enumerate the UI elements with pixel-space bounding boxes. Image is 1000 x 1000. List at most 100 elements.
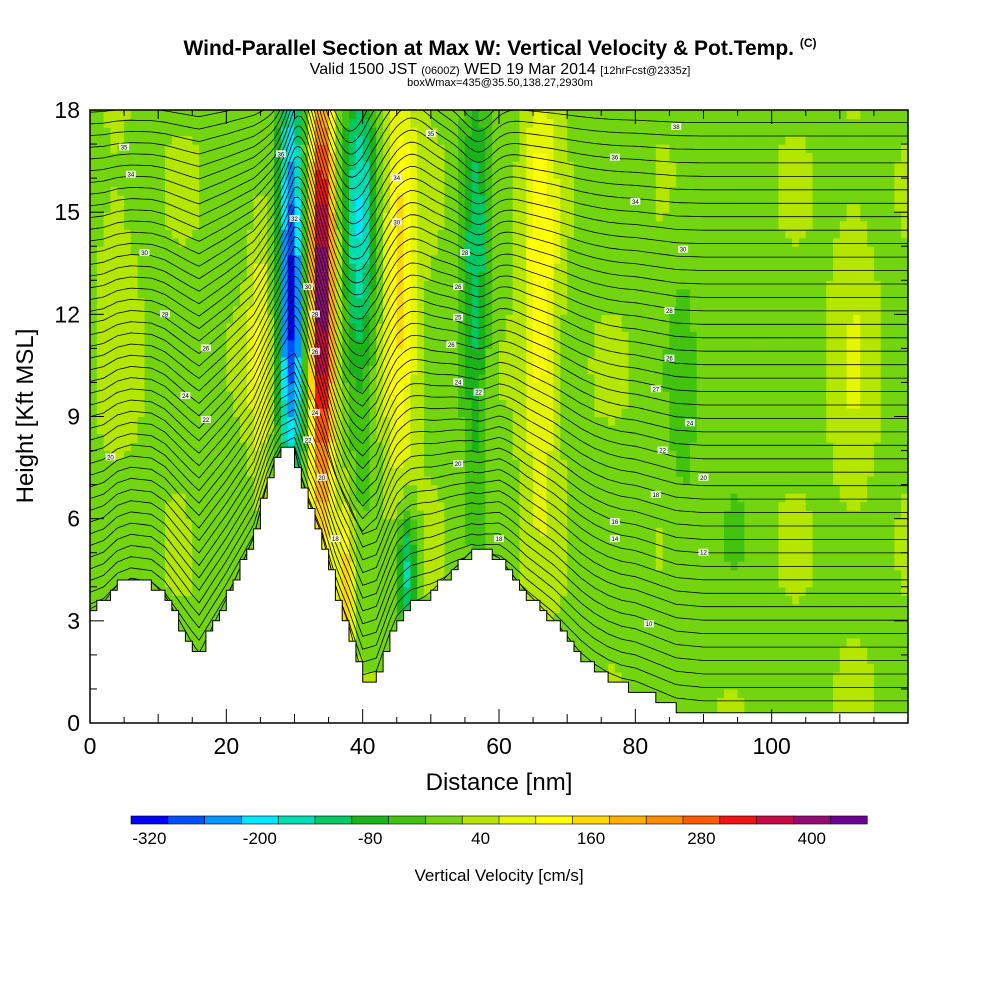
- vv-cell: [396, 450, 405, 460]
- vv-cell: [171, 288, 180, 298]
- vv-cell: [246, 356, 255, 367]
- vv-cell: [164, 433, 173, 443]
- vv-cell: [342, 220, 350, 230]
- vv-cell: [226, 169, 234, 179]
- vv-cell: [199, 442, 207, 452]
- vv-cell: [362, 637, 371, 647]
- vv-cell: [110, 178, 118, 188]
- vv-cell: [253, 271, 262, 281]
- vv-cell: [471, 331, 480, 341]
- vv-cell: [110, 399, 118, 409]
- vv-cell: [430, 561, 439, 571]
- vv-cell: [267, 144, 275, 154]
- vv-cell: [499, 501, 507, 511]
- vv-cell: [499, 382, 507, 392]
- vv-cell: [553, 331, 561, 341]
- vv-cell: [124, 135, 132, 145]
- vv-cell: [137, 314, 146, 324]
- vv-cell: [308, 356, 316, 367]
- vv-cell: [96, 161, 105, 171]
- vv-cell: [328, 373, 336, 384]
- vv-cell: [301, 356, 309, 367]
- vv-cell: [512, 493, 521, 503]
- vv-cell: [124, 110, 132, 120]
- vv-cell: [355, 220, 364, 230]
- vv-cell: [430, 382, 439, 392]
- vv-cell: [192, 314, 200, 324]
- vv-cell: [539, 407, 548, 418]
- vv-cell: [274, 348, 282, 358]
- vv-cell: [124, 552, 132, 562]
- vv-cell: [403, 578, 411, 588]
- vv-cell: [301, 467, 309, 477]
- vv-cell: [137, 365, 146, 375]
- vv-cell: [294, 263, 302, 273]
- vv-cell: [437, 186, 446, 196]
- vv-cell: [362, 450, 371, 460]
- vv-cell: [430, 518, 439, 528]
- vv-cell: [219, 518, 227, 528]
- vv-cell: [424, 578, 432, 588]
- vv-cell: [553, 569, 561, 579]
- vv-cell: [151, 314, 159, 324]
- vv-cell: [164, 586, 173, 596]
- vv-cell: [321, 510, 330, 520]
- vv-cell: [171, 297, 180, 307]
- vv-cell: [239, 246, 248, 256]
- vv-cell: [90, 510, 98, 520]
- vv-cell: [369, 425, 377, 435]
- vv-cell: [389, 152, 398, 162]
- vv-cell: [144, 373, 152, 384]
- vv-cell: [117, 493, 125, 503]
- vv-cell: [437, 390, 446, 401]
- vv-cell: [485, 476, 493, 486]
- vv-cell: [505, 118, 514, 128]
- vv-cell: [533, 169, 541, 179]
- vv-cell: [362, 305, 371, 315]
- vv-cell: [321, 212, 330, 222]
- vv-cell: [526, 229, 534, 239]
- vv-cell: [164, 127, 173, 137]
- vv-cell: [546, 518, 555, 528]
- vv-cell: [417, 365, 425, 375]
- vv-cell: [403, 390, 411, 401]
- vv-cell: [376, 637, 384, 647]
- vv-cell: [512, 229, 521, 239]
- vv-cell: [219, 229, 227, 239]
- vv-cell: [376, 425, 384, 435]
- vv-cell: [110, 110, 118, 120]
- vv-cell: [362, 152, 371, 162]
- vv-cell: [437, 493, 446, 503]
- vv-cell: [505, 399, 514, 409]
- vv-cell: [403, 544, 411, 554]
- vv-cell: [158, 212, 166, 222]
- vv-cell: [308, 195, 316, 205]
- vv-cell: [533, 399, 541, 409]
- vv-cell: [362, 382, 371, 392]
- vv-cell: [253, 476, 262, 486]
- vv-cell: [335, 578, 343, 588]
- vv-cell: [321, 169, 330, 179]
- vv-cell: [430, 203, 439, 213]
- vv-cell: [526, 407, 534, 418]
- vv-cell: [192, 331, 200, 341]
- vv-cell: [389, 297, 398, 307]
- vv-cell: [451, 305, 459, 315]
- vv-cell: [185, 271, 193, 281]
- vv-cell: [505, 331, 514, 341]
- vv-cell: [417, 578, 425, 588]
- vv-cell: [451, 169, 459, 179]
- vv-cell: [294, 425, 302, 435]
- vv-cell: [328, 433, 336, 443]
- vv-cell: [287, 135, 296, 145]
- vv-cell: [96, 390, 105, 401]
- vv-cell: [437, 527, 446, 537]
- vv-cell: [342, 254, 350, 264]
- vv-cell: [205, 237, 214, 247]
- vv-cell: [171, 484, 180, 494]
- vv-cell: [444, 127, 452, 137]
- vv-cell: [342, 135, 350, 145]
- vv-cell: [403, 152, 411, 162]
- vv-cell: [464, 297, 473, 307]
- vv-cell: [192, 144, 200, 154]
